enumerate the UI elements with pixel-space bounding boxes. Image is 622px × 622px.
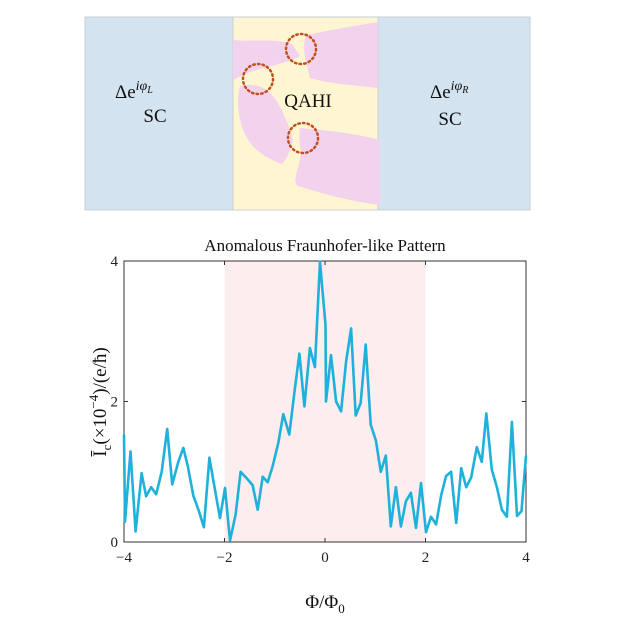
qahi-label: QAHI	[284, 91, 332, 112]
y-tick-label: 2	[111, 395, 119, 411]
plot-frame	[123, 260, 527, 543]
contact-circle-2	[241, 62, 275, 96]
domain-lower-right	[295, 128, 380, 205]
domain-top-left	[233, 40, 300, 80]
y-axis-label: Īc(×10−4)/(e/ħ)	[86, 347, 114, 456]
x-tick-label: −4	[116, 550, 132, 566]
right-phase-label: ΔeiφR	[430, 79, 468, 103]
y-tick-label: 4	[111, 254, 119, 270]
left-sc-label: SC	[143, 106, 166, 127]
domain-lower-left	[237, 84, 293, 164]
chart-title: Anomalous Fraunhofer-like Pattern	[204, 236, 446, 255]
left-phase-label: ΔeiφL	[115, 79, 153, 103]
x-tick-label: −2	[217, 550, 233, 566]
x-tick-label: 2	[422, 550, 430, 566]
x-axis-label: Φ/Φ0	[305, 592, 345, 616]
device-diagram: ΔeiφL SC QAHI ΔeiφR SC	[84, 16, 531, 211]
contact-circle-1	[284, 32, 318, 66]
right-superconductor	[377, 16, 531, 211]
x-tick-label: 0	[321, 550, 329, 566]
contact-circle-3	[286, 121, 320, 155]
right-sc-label: SC	[438, 109, 461, 130]
left-superconductor	[84, 16, 234, 211]
domain-top-right	[304, 22, 378, 88]
x-tick-label: 4	[522, 550, 530, 566]
y-tick-label: 0	[111, 535, 119, 551]
chart: Anomalous Fraunhofer-like Pattern −4 −2 0 2…	[86, 236, 530, 616]
